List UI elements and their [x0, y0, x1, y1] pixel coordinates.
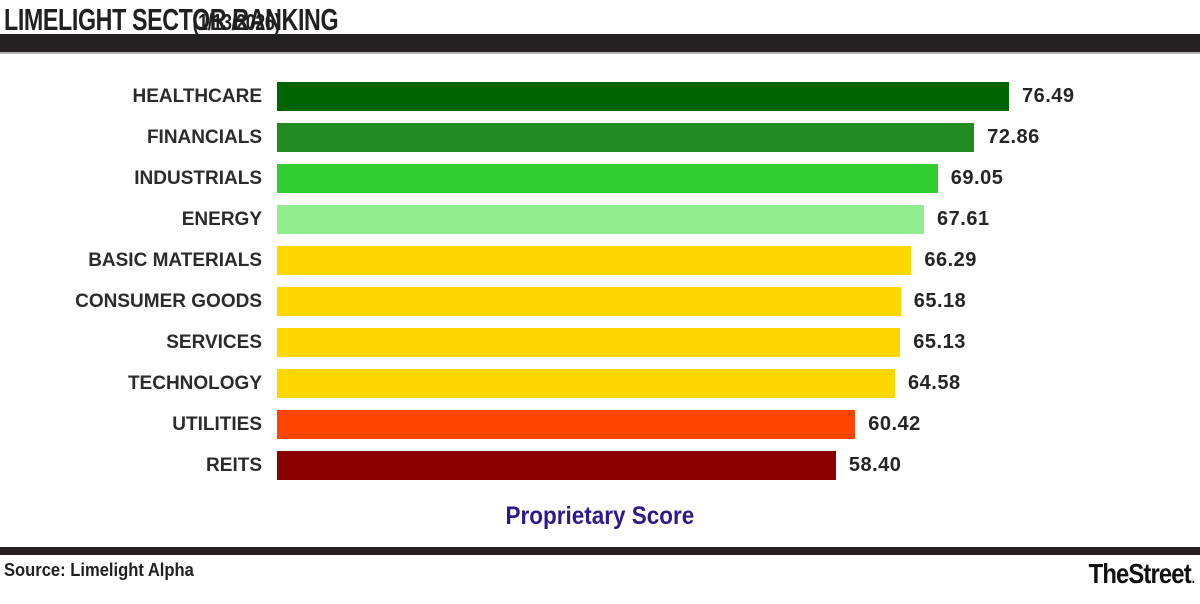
value-label: 58.40 — [848, 454, 902, 476]
category-label: TECHNOLOGY — [127, 372, 262, 394]
value-label: 65.18 — [913, 290, 967, 312]
bar-row: BASIC MATERIALS 66.29 — [0, 246, 1200, 275]
bar-row: ENERGY 67.61 — [0, 205, 1200, 234]
bar — [277, 164, 938, 193]
thestreet-logo-text: TheStreet — [1088, 558, 1191, 589]
value-label: 60.42 — [868, 413, 921, 435]
source-attribution: Source: Limelight Alpha — [4, 560, 194, 580]
bar-track: 72.86 — [277, 123, 1200, 152]
bottom-divider-bar — [0, 547, 1200, 555]
category-label: FINANCIALS — [146, 126, 262, 148]
bar-track: 65.13 — [277, 328, 1200, 357]
chart-title-text: LIMELIGHT SECTOR RANKING — [4, 2, 339, 37]
thestreet-logo-dot: . — [1191, 570, 1195, 587]
bar — [277, 328, 901, 357]
bar — [277, 82, 1009, 111]
bar-track: 69.05 — [277, 164, 1200, 193]
bar-track: 66.29 — [277, 246, 1200, 275]
category-label: HEALTHCARE — [132, 85, 262, 107]
value-label: 76.49 — [1022, 85, 1075, 107]
bar-track: 60.42 — [277, 410, 1200, 439]
bar-track: 76.49 — [277, 82, 1200, 111]
bar-track: 65.18 — [277, 287, 1200, 316]
value-label: 69.05 — [950, 167, 1004, 189]
bar-row: REITS 58.40 — [0, 451, 1200, 480]
category-label: UTILITIES — [172, 413, 262, 435]
bar — [277, 451, 836, 480]
bar-row: TECHNOLOGY 64.58 — [0, 369, 1200, 398]
bar-row: SERVICES 65.13 — [0, 328, 1200, 357]
bar — [277, 287, 901, 316]
bar-track: 58.40 — [277, 451, 1200, 480]
bar — [277, 123, 975, 152]
bar-row: FINANCIALS 72.86 — [0, 123, 1200, 152]
bar — [277, 246, 912, 275]
bar-rows: HEALTHCARE 76.49 FINANCIALS 72.86 INDUST… — [0, 82, 1200, 480]
bar-row: HEALTHCARE 76.49 — [0, 82, 1200, 111]
value-label: 72.86 — [987, 126, 1040, 148]
chart-title-date: (1/13/2026) — [192, 9, 280, 35]
bar-row: CONSUMER GOODS 65.18 — [0, 287, 1200, 316]
bar-row: INDUSTRIALS 69.05 — [0, 164, 1200, 193]
footer: Source: Limelight Alpha TheStreet. — [0, 555, 1200, 590]
bar — [277, 410, 856, 439]
value-label: 67.61 — [937, 208, 990, 230]
bar-track: 64.58 — [277, 369, 1200, 398]
bar-track: 67.61 — [277, 205, 1200, 234]
x-axis-label: Proprietary Score — [505, 502, 695, 530]
bar — [277, 369, 896, 398]
value-label: 64.58 — [908, 372, 961, 394]
category-label: CONSUMER GOODS — [75, 290, 262, 312]
thestreet-logo: TheStreet. — [1088, 558, 1195, 590]
bar-chart: HEALTHCARE 76.49 FINANCIALS 72.86 INDUST… — [0, 82, 1200, 530]
chart-title: LIMELIGHT SECTOR RANKING (1/13/2026) — [0, 0, 1200, 37]
bar-row: UTILITIES 60.42 — [0, 410, 1200, 439]
bar — [277, 205, 925, 234]
category-label: INDUSTRIALS — [134, 167, 262, 189]
top-divider-bar — [0, 34, 1200, 54]
category-label: REITS — [206, 454, 262, 476]
x-axis-label-wrap: Proprietary Score — [0, 502, 1200, 530]
category-label: SERVICES — [166, 331, 262, 353]
category-label: ENERGY — [181, 208, 262, 230]
value-label: 66.29 — [924, 249, 977, 271]
value-label: 65.13 — [913, 331, 966, 353]
category-label: BASIC MATERIALS — [88, 249, 262, 271]
